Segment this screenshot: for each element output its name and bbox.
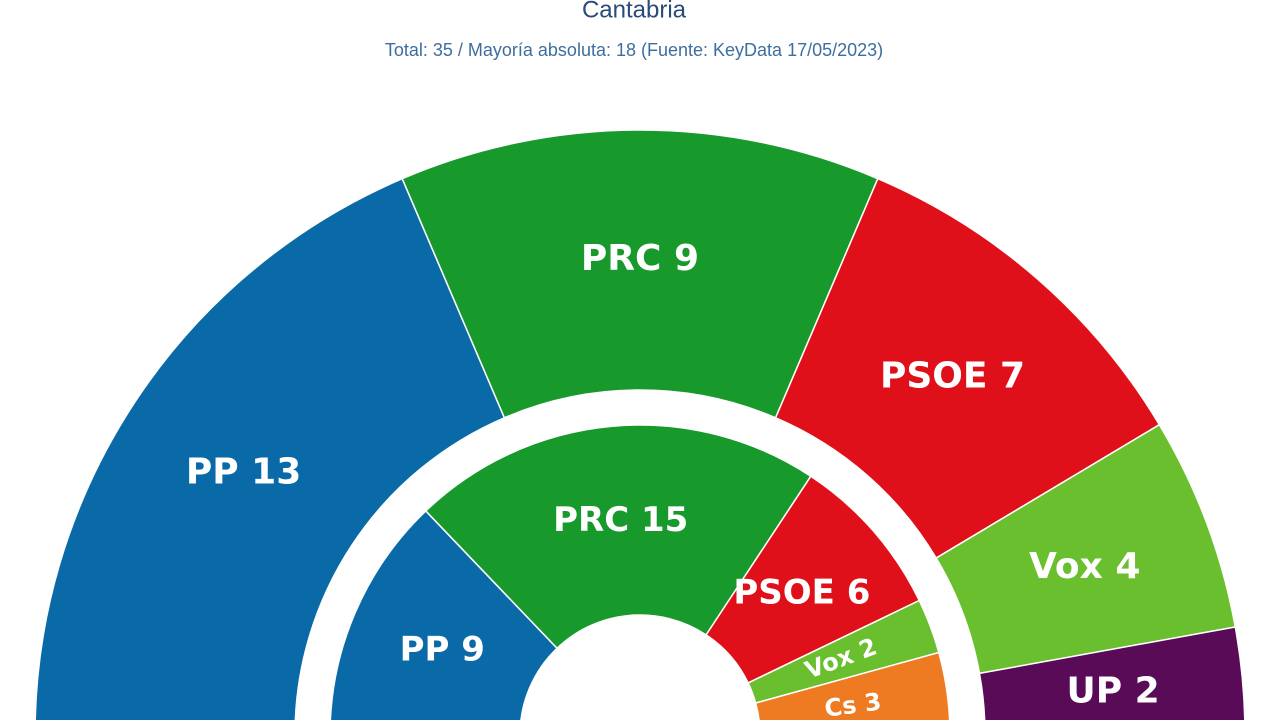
party-name: Vox (1029, 546, 1103, 587)
seat-segment (978, 626, 1246, 720)
segment-label: PP 13 (186, 451, 301, 492)
party-name: Cs (823, 691, 858, 720)
party-name: PSOE (733, 572, 835, 612)
seat-count: 6 (847, 572, 871, 612)
party-name: PRC (553, 499, 629, 539)
seat-segment (34, 177, 506, 720)
seat-count: 4 (1115, 546, 1140, 587)
seat-segment (329, 509, 559, 720)
segment-label: PRC 9 (581, 238, 699, 279)
segment-label: Cs 3 (823, 687, 883, 720)
seat-count: 2 (1135, 670, 1160, 711)
party-name: UP (1066, 670, 1122, 711)
party-name: PP (400, 629, 450, 669)
seat-count: 7 (1000, 355, 1025, 396)
seat-segment (424, 424, 812, 650)
segment-label: PSOE 7 (880, 355, 1025, 396)
seat-segment (754, 651, 951, 720)
seat-count: 9 (674, 238, 699, 279)
seat-count: 9 (461, 629, 485, 669)
seat-segment (401, 129, 879, 419)
party-name: PSOE (880, 355, 988, 396)
seat-count: 13 (251, 451, 301, 492)
segment-label: PP 9 (400, 629, 485, 669)
party-name: PRC (581, 238, 662, 279)
chart-title: Cantabria (582, 0, 687, 23)
segment-label: PRC 15 (553, 499, 688, 539)
segment-label: PSOE 6 (733, 572, 870, 612)
segment-label: UP 2 (1066, 670, 1159, 711)
seat-count: 3 (863, 687, 883, 717)
seat-count: 15 (641, 499, 688, 539)
party-name: PP (186, 451, 239, 492)
segment-label: Vox 4 (1029, 546, 1140, 587)
chart-subtitle: Total: 35 / Mayoría absoluta: 18 (Fuente… (385, 40, 883, 60)
